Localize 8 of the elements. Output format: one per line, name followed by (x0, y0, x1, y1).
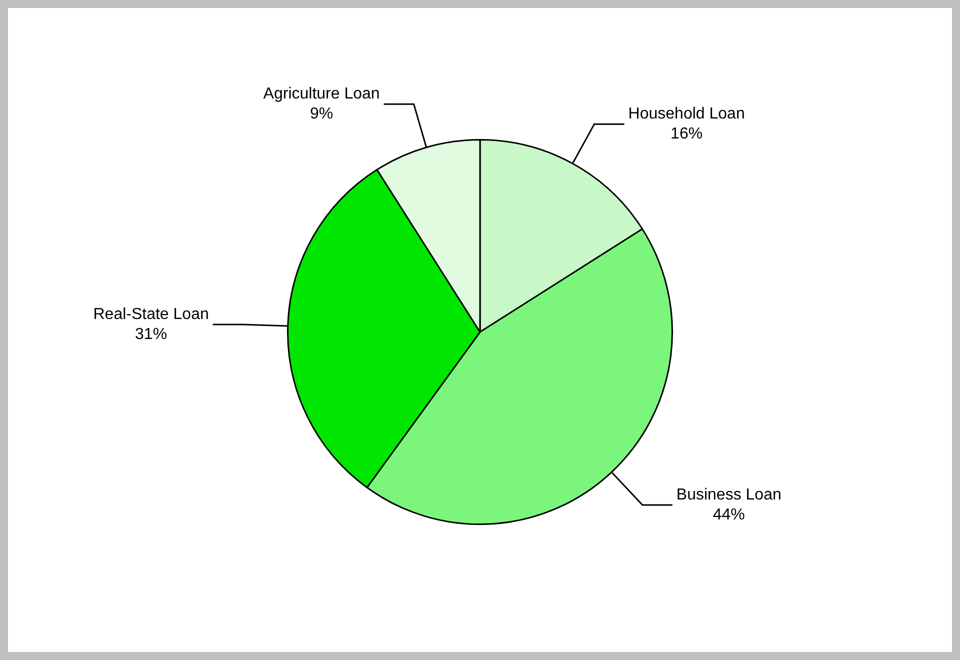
data-label: 31% (135, 326, 168, 343)
slice-label: Business Loan (676, 486, 782, 504)
slice-label: Real-State Loan (93, 306, 209, 323)
data-label: 9% (310, 106, 334, 123)
data-label: 16% (670, 126, 703, 142)
slice-label: Household Loan (628, 106, 745, 122)
data-label: 44% (712, 506, 745, 524)
slice-label: Agriculture Loan (263, 86, 380, 103)
